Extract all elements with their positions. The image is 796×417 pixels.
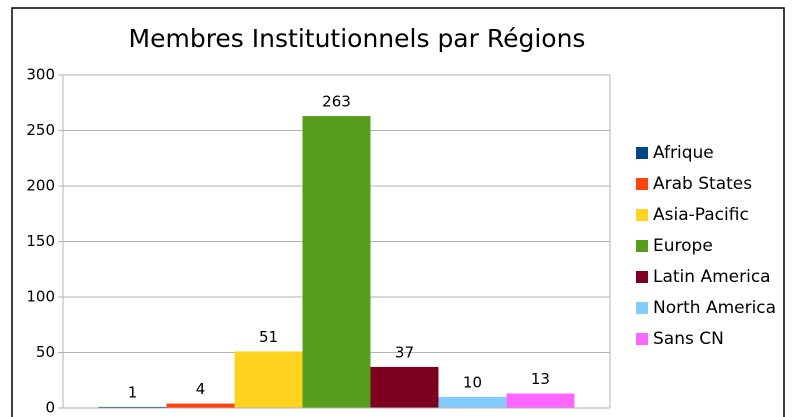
legend-swatch	[636, 147, 648, 159]
chart-border	[11, 7, 785, 417]
bar	[370, 366, 439, 408]
bar	[506, 393, 575, 408]
data-label: 10	[463, 373, 482, 391]
y-tick-label: 200	[26, 177, 55, 195]
y-tick-label: 150	[26, 232, 55, 250]
data-label: 13	[531, 370, 550, 388]
legend-label: North America	[653, 298, 776, 318]
bar	[234, 351, 303, 408]
legend-swatch	[636, 333, 648, 345]
data-label: 51	[259, 328, 278, 346]
legend-swatch	[636, 271, 648, 283]
y-tick-label: 100	[26, 288, 55, 306]
bar	[438, 396, 507, 408]
data-label: 37	[395, 343, 414, 361]
bar	[302, 116, 371, 408]
legend-swatch	[636, 209, 648, 221]
legend-label: Asia-Pacific	[653, 205, 749, 225]
legend-label: Sans CN	[653, 329, 724, 349]
legend-label: Europe	[653, 236, 713, 256]
y-tick-label: 300	[26, 66, 55, 84]
data-label: 1	[128, 383, 138, 401]
data-label: 4	[196, 380, 206, 398]
data-label: 263	[322, 93, 351, 111]
bar	[98, 406, 167, 408]
legend-label: Arab States	[653, 174, 752, 194]
y-tick-label: 0	[45, 399, 55, 417]
legend-swatch	[636, 302, 648, 314]
legend-swatch	[636, 178, 648, 190]
legend-swatch	[636, 240, 648, 252]
legend-label: Latin America	[653, 267, 771, 287]
legend-label: Afrique	[653, 143, 714, 163]
y-tick-label: 250	[26, 121, 55, 139]
chart-title: Membres Institutionnels par Régions	[129, 24, 586, 53]
y-tick-label: 50	[36, 343, 55, 361]
bar	[166, 403, 235, 408]
